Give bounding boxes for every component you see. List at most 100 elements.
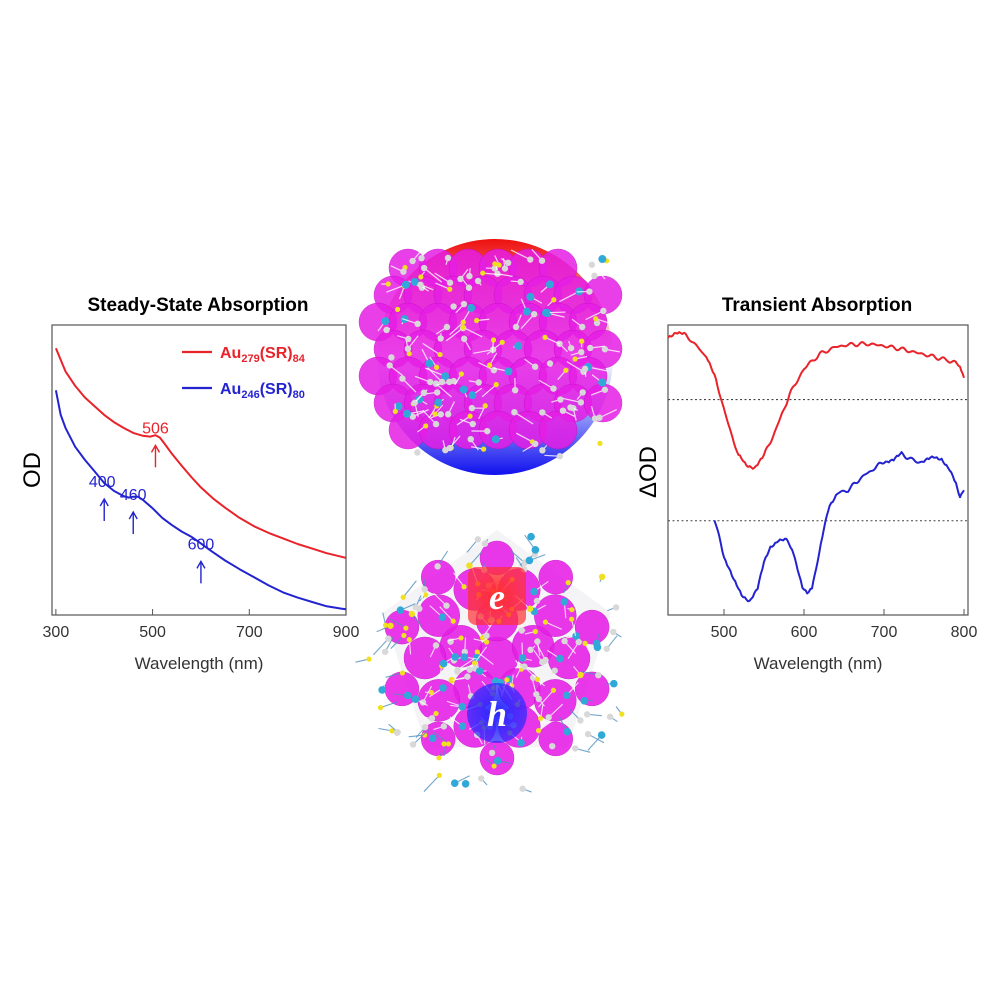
- atom: [491, 763, 497, 769]
- atom: [572, 632, 580, 640]
- atom: [478, 775, 485, 782]
- atom: [409, 257, 416, 265]
- atom: [454, 668, 461, 675]
- steady-state-title: Steady-State Absorption: [88, 295, 309, 316]
- atom: [416, 605, 423, 612]
- transient-title: Transient Absorption: [722, 295, 912, 316]
- atom: [535, 728, 542, 734]
- atom: [579, 338, 585, 344]
- atom: [436, 772, 442, 778]
- atom: [549, 742, 556, 750]
- nanocluster-side-view: [358, 239, 623, 475]
- atom: [395, 306, 401, 312]
- core-gold-sphere: [420, 559, 456, 595]
- atom: [402, 409, 411, 418]
- atom: [572, 356, 578, 362]
- atom: [597, 731, 606, 739]
- x-tick-label: 500: [139, 624, 166, 641]
- bond: [544, 336, 561, 345]
- atom: [577, 671, 584, 679]
- atom: [464, 673, 471, 680]
- series-line-0: [667, 331, 965, 470]
- bond: [474, 646, 488, 664]
- atom: [446, 378, 453, 386]
- atom: [532, 440, 539, 448]
- atom: [619, 711, 625, 717]
- atom: [518, 654, 527, 662]
- atom: [532, 628, 538, 635]
- core-gold-sphere: [417, 594, 461, 637]
- electron-region: [468, 567, 526, 625]
- atom: [481, 540, 489, 547]
- bond: [520, 313, 535, 330]
- atom: [490, 337, 497, 343]
- atom: [598, 573, 606, 581]
- bond: [423, 774, 440, 792]
- atom: [525, 556, 534, 565]
- bond: [422, 342, 441, 356]
- atom: [432, 642, 440, 649]
- atom: [517, 738, 525, 747]
- atom: [556, 453, 564, 460]
- atom: [450, 303, 457, 310]
- series-line-0: [54, 347, 347, 559]
- atom: [459, 385, 468, 394]
- atom: [471, 660, 478, 666]
- atom: [526, 605, 534, 612]
- atom: [551, 297, 557, 303]
- atom: [511, 386, 519, 394]
- staple-network: [377, 245, 620, 463]
- atom: [443, 323, 451, 331]
- atom: [542, 619, 549, 625]
- atom: [563, 367, 569, 373]
- atom: [577, 717, 584, 724]
- atom: [603, 645, 610, 652]
- atom: [527, 646, 534, 654]
- core-gold-sphere: [538, 559, 574, 595]
- atom: [496, 262, 502, 268]
- atom: [460, 300, 468, 308]
- atom: [612, 604, 620, 611]
- transient-plot-frame: [667, 324, 969, 616]
- atom: [580, 696, 589, 705]
- atom: [432, 380, 440, 387]
- hole-label: h: [487, 694, 507, 734]
- atom: [577, 399, 585, 406]
- atom: [423, 423, 429, 429]
- atom: [534, 638, 541, 645]
- atom: [521, 663, 528, 670]
- atom: [488, 749, 496, 757]
- atom: [444, 411, 452, 418]
- atom: [542, 334, 548, 340]
- atom: [592, 639, 601, 648]
- atom: [582, 640, 588, 647]
- atom: [610, 628, 617, 636]
- bond: [408, 734, 425, 738]
- atom: [382, 622, 389, 628]
- core-gold-sphere: [533, 679, 577, 722]
- atom: [575, 638, 582, 646]
- atom: [393, 729, 401, 736]
- atom: [428, 689, 434, 696]
- atom: [414, 320, 421, 328]
- atom: [561, 637, 568, 645]
- x-tick-label: 300: [43, 624, 70, 641]
- bond: [435, 282, 451, 290]
- atom: [482, 403, 488, 409]
- atom: [420, 389, 428, 397]
- bond: [566, 361, 584, 373]
- atom: [469, 420, 476, 428]
- atom: [448, 676, 455, 684]
- atom: [457, 275, 464, 283]
- bond: [481, 384, 497, 398]
- peak-label-506: 506: [142, 420, 169, 437]
- x-tick-label: 800: [951, 624, 978, 641]
- atom: [458, 635, 464, 641]
- bond: [390, 635, 405, 649]
- steady-state-chart: Steady-State Absorption 300 500 700 900 Wav…: [19, 295, 359, 673]
- atom: [550, 687, 557, 693]
- atom: [433, 710, 439, 717]
- atom: [428, 715, 436, 722]
- atom: [526, 292, 535, 301]
- atom: [386, 362, 393, 369]
